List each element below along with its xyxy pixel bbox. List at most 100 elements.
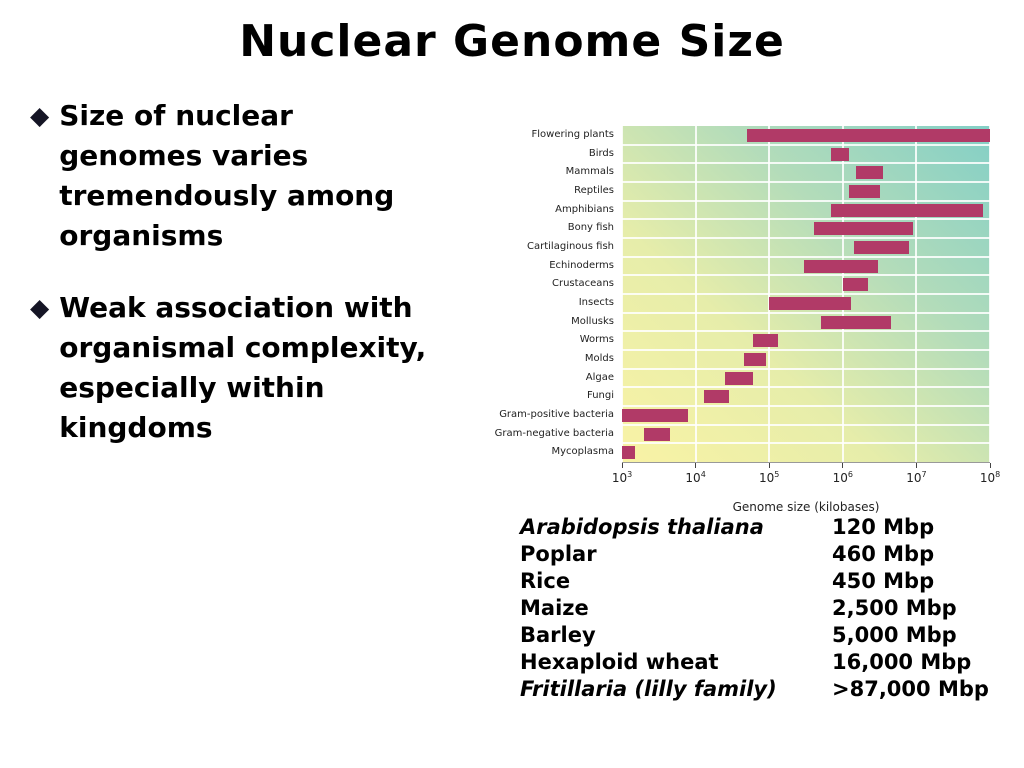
species-genome-size: 120 Mbp [832, 515, 935, 539]
slide-title: Nuclear Genome Size [239, 16, 785, 67]
range-bar-worms [752, 334, 778, 348]
category-axis: Flowering plants Birds Mammals Reptiles Amph… [490, 126, 620, 462]
species-genome-size: 16,000 Mbp [832, 650, 972, 674]
x-tick-label: 108 [979, 470, 1001, 485]
x-tick-label: 103 [611, 470, 633, 485]
range-bar-gram-positive-bacteria [622, 408, 689, 422]
x-tick-mark [621, 463, 623, 468]
horizontal-gridline [622, 255, 990, 258]
category-label: Mycoplasma [551, 446, 615, 458]
range-bar-mycoplasma [622, 446, 635, 460]
category-label: Mollusks [571, 315, 614, 327]
species-row: Arabidopsis thaliana 120 Mbp [520, 514, 1000, 541]
horizontal-gridline [622, 423, 990, 426]
bullet-list: ◆ Size of nuclear genomes varies tremend… [30, 96, 490, 480]
species-name: Poplar [520, 542, 597, 566]
species-size-table: Arabidopsis thaliana 120 Mbp Poplar 460 Mbp… [520, 514, 1000, 703]
range-bar-birds [831, 147, 849, 161]
x-tick-mark [842, 463, 844, 468]
species-row: Rice 450 Mbp [520, 568, 1000, 595]
horizontal-gridline [622, 199, 990, 202]
species-name: Rice [520, 569, 571, 593]
category-label: Flowering plants [531, 129, 614, 140]
x-tick-label: 107 [906, 470, 927, 485]
category-label: Gram-negative bacteria [494, 427, 614, 439]
species-genome-size: >87,000 Mbp [832, 677, 989, 701]
category-label: Algae [585, 371, 614, 383]
category-label: Bony fish [567, 222, 614, 234]
species-name: Barley [520, 623, 596, 647]
horizontal-gridline [622, 386, 990, 389]
category-label: Cartilaginous fish [527, 240, 614, 252]
range-bar-fungi [703, 390, 729, 404]
category-label: Echinoderms [549, 259, 614, 271]
diamond-bullet-icon: ◆ [30, 101, 50, 130]
bullet-text: Size of nuclear genomes varies tremendou… [59, 99, 395, 252]
range-bar-insects [769, 296, 852, 310]
range-bar-crustaceans [842, 278, 868, 292]
horizontal-gridline [622, 367, 990, 370]
range-bar-reptiles [848, 184, 880, 198]
range-bar-mollusks [820, 315, 891, 329]
range-bar-echinoderms [804, 259, 878, 273]
bullet-text: Weak association with organismal complex… [59, 291, 427, 444]
range-bar-mammals [855, 166, 883, 180]
x-tick-mark [915, 463, 917, 468]
species-name: Hexaploid wheat [520, 650, 719, 674]
horizontal-gridline [622, 442, 990, 445]
horizontal-gridline [622, 218, 990, 221]
species-name: Fritillaria (lilly family) [520, 677, 777, 701]
x-axis-title: Genome size (kilobases) [732, 500, 880, 514]
category-label: Molds [584, 352, 614, 364]
diamond-bullet-icon: ◆ [30, 293, 50, 322]
horizontal-gridline [622, 143, 990, 146]
x-tick-label: 106 [832, 470, 853, 485]
category-label: Mammals [565, 166, 614, 178]
species-name: Arabidopsis thaliana [520, 515, 764, 539]
species-row: Fritillaria (lilly family) >87,000 Mbp [520, 676, 1000, 703]
x-tick-mark [989, 463, 991, 468]
species-genome-size: 450 Mbp [832, 569, 935, 593]
x-tick-label: 105 [759, 470, 780, 485]
bullet-item: ◆ Weak association with organismal compl… [30, 288, 490, 448]
species-genome-size: 5,000 Mbp [832, 623, 957, 647]
range-bar-bony-fish [813, 222, 914, 236]
category-label: Worms [579, 334, 614, 346]
horizontal-gridline [622, 293, 990, 295]
category-label: Birds [588, 147, 614, 159]
range-bar-algae [724, 371, 753, 385]
species-row: Maize 2,500 Mbp [520, 595, 1000, 622]
category-label: Reptiles [574, 184, 614, 196]
horizontal-gridline [622, 181, 990, 183]
x-tick-label: 104 [685, 470, 706, 485]
category-label: Amphibians [555, 203, 614, 215]
range-bar-cartilaginous-fish [853, 240, 910, 254]
species-name: Maize [520, 596, 589, 620]
species-row: Poplar 460 Mbp [520, 541, 1000, 568]
horizontal-gridline [622, 274, 990, 277]
horizontal-gridline [622, 349, 990, 351]
category-label: Fungi [586, 390, 614, 402]
category-label: Gram-positive bacteria [499, 408, 614, 420]
range-bar-gram-negative-bacteria [644, 427, 671, 441]
species-genome-size: 460 Mbp [832, 542, 935, 566]
vertical-gridline [989, 126, 991, 462]
bullet-item: ◆ Size of nuclear genomes varies tremend… [30, 96, 490, 256]
plot-area [621, 126, 991, 463]
horizontal-gridline [622, 162, 990, 165]
genome-size-chart: Flowering plants Birds Mammals Reptiles Amph… [490, 126, 1000, 530]
horizontal-gridline [622, 311, 990, 314]
range-bar-amphibians [831, 203, 983, 217]
horizontal-gridline [622, 330, 990, 333]
species-genome-size: 2,500 Mbp [832, 596, 957, 620]
horizontal-gridline [622, 237, 990, 239]
species-row: Hexaploid wheat 16,000 Mbp [520, 649, 1000, 676]
range-bar-molds [743, 352, 766, 366]
category-label: Insects [578, 296, 614, 308]
x-axis: 103 104 105 106 107 108 [612, 462, 1000, 498]
species-row: Barley 5,000 Mbp [520, 622, 1000, 649]
range-bar-flowering-plants [747, 128, 990, 142]
horizontal-gridline [622, 405, 990, 407]
category-label: Crustaceans [551, 278, 614, 290]
